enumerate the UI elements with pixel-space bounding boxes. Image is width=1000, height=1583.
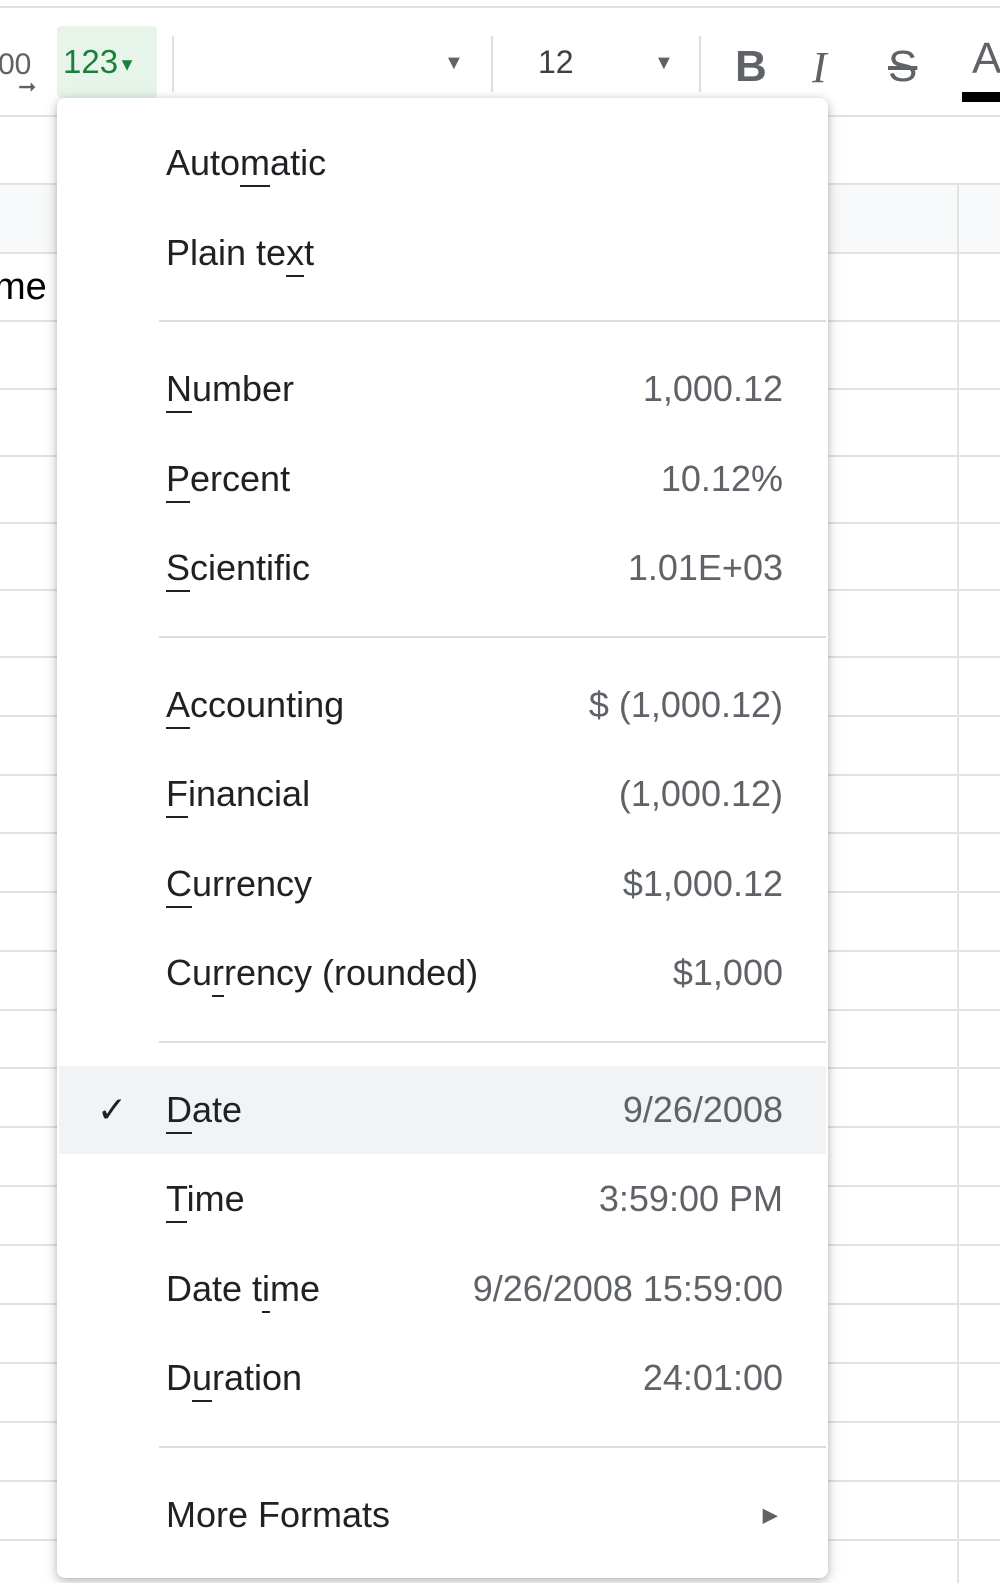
mnemonic-underline [240, 185, 271, 187]
menu-item-label: Automatic [166, 142, 327, 183]
column-divider [957, 183, 959, 1583]
menu-item-label: Scientific [166, 547, 311, 588]
menu-item-scientific[interactable]: Scientific 1.01E+03 [59, 524, 826, 612]
more-formats-button[interactable]: 123▼ [57, 26, 157, 98]
format-example: 1,000.12 [642, 368, 783, 409]
mnemonic-underline [166, 816, 188, 818]
mnemonic-underline [286, 274, 305, 277]
mnemonic-underline [166, 411, 192, 413]
strikethrough-button[interactable]: S [888, 42, 918, 91]
format-example: 9/26/2008 15:59:00 [472, 1267, 783, 1309]
number-format-menu: Automatic Plain text Number 1,000.12 Percent… [57, 98, 828, 1578]
top-border [0, 6, 1000, 8]
mnemonic-underline [166, 1131, 192, 1134]
format-example: 10.12% [660, 457, 783, 499]
text-color-button[interactable]: A [972, 34, 1000, 83]
mnemonic-underline [166, 590, 191, 592]
menu-item-number[interactable]: Number 1,000.12 [59, 345, 826, 433]
font-size-select[interactable]: 12 [538, 44, 574, 80]
menu-item-label: Date time [166, 1267, 321, 1309]
format-example: 24:01:00 [642, 1357, 783, 1398]
format-example: 3:59:00 PM [598, 1178, 783, 1219]
mnemonic-underline [166, 905, 192, 908]
mnemonic-underline [166, 726, 191, 729]
menu-item-currency-rounded[interactable]: Currency (rounded) $1,000 [59, 929, 826, 1017]
menu-item-duration[interactable]: Duration 24:01:00 [59, 1334, 826, 1422]
menu-item-label: Financial [166, 773, 311, 814]
caret-down-icon: ▼ [654, 52, 674, 74]
increase-decimal-button[interactable]: 00 [0, 48, 32, 81]
menu-item-label: More Formats [166, 1493, 391, 1535]
menu-item-automatic[interactable]: Automatic [59, 119, 826, 207]
text-color-swatch [962, 92, 1000, 102]
menu-divider [159, 320, 826, 322]
caret-down-icon: ▼ [118, 54, 136, 75]
menu-divider [159, 1445, 826, 1448]
mnemonic-underline [262, 1310, 271, 1313]
divider [699, 36, 701, 92]
checkmark-icon: ✓ [97, 1088, 128, 1130]
format-example: $1,000 [672, 952, 783, 993]
menu-item-date[interactable]: ✓ Date 9/26/2008 [59, 1065, 826, 1154]
divider [172, 36, 174, 92]
format-example: $ (1,000.12) [588, 683, 783, 725]
menu-item-accounting[interactable]: Accounting $ (1,000.12) [59, 661, 826, 749]
mnemonic-underline [191, 1400, 213, 1402]
menu-item-more-formats[interactable]: More Formats ▶ [59, 1471, 826, 1559]
format-example: (1,000.12) [618, 773, 783, 814]
menu-item-percent[interactable]: Percent 10.12% [59, 435, 826, 523]
menu-item-label: Plain text [166, 231, 315, 273]
menu-item-label: Currency [166, 862, 313, 904]
menu-item-label: Date [166, 1088, 243, 1130]
italic-button[interactable]: I [812, 43, 827, 92]
menu-item-label: Accounting [166, 683, 345, 725]
mnemonic-underline [212, 995, 225, 997]
menu-divider [159, 1040, 826, 1043]
format-example: 9/26/2008 [622, 1088, 783, 1130]
format-button-label: 123 [63, 43, 119, 80]
menu-item-label: Percent [166, 457, 291, 499]
menu-item-label: Currency (rounded) [166, 952, 479, 993]
bold-button[interactable]: B [735, 42, 767, 91]
font-family-select[interactable] [180, 28, 480, 98]
menu-item-currency[interactable]: Currency $1,000.12 [59, 840, 826, 928]
caret-down-icon: ▼ [444, 52, 464, 74]
cell-text[interactable]: me [0, 266, 47, 308]
arrow-right-icon: ➞ [18, 74, 37, 99]
menu-item-financial[interactable]: Financial (1,000.12) [59, 750, 826, 838]
menu-item-date-time[interactable]: Date time 9/26/2008 15:59:00 [59, 1245, 826, 1333]
format-example: 1.01E+03 [627, 547, 783, 588]
menu-divider [159, 635, 826, 638]
menu-item-time[interactable]: Time 3:59:00 PM [59, 1155, 826, 1243]
menu-item-label: Time [166, 1178, 245, 1219]
divider [491, 36, 493, 92]
menu-item-label: Duration [166, 1357, 303, 1398]
submenu-arrow-icon: ▶ [762, 1504, 778, 1526]
menu-item-plain-text[interactable]: Plain text [59, 209, 826, 297]
mnemonic-underline [166, 1221, 187, 1223]
menu-item-label: Number [166, 368, 295, 409]
format-example: $1,000.12 [622, 862, 783, 904]
mnemonic-underline [166, 500, 191, 503]
